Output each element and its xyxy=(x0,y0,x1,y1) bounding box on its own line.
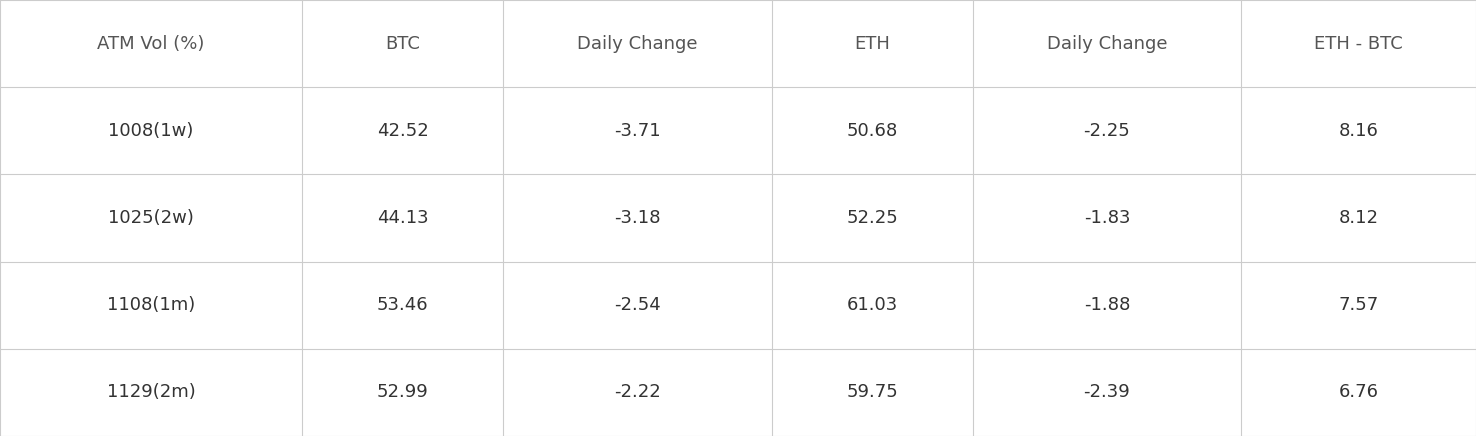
Text: BTC: BTC xyxy=(385,34,421,53)
Text: Daily Change: Daily Change xyxy=(577,34,698,53)
Text: 52.99: 52.99 xyxy=(376,383,428,402)
Text: 1129(2m): 1129(2m) xyxy=(106,383,195,402)
Text: -2.22: -2.22 xyxy=(614,383,661,402)
Text: ATM Vol (%): ATM Vol (%) xyxy=(97,34,205,53)
Text: -1.83: -1.83 xyxy=(1083,209,1131,227)
Text: -2.39: -2.39 xyxy=(1083,383,1131,402)
Text: 61.03: 61.03 xyxy=(847,296,897,314)
Text: 52.25: 52.25 xyxy=(846,209,897,227)
Text: 44.13: 44.13 xyxy=(376,209,428,227)
Text: 7.57: 7.57 xyxy=(1339,296,1379,314)
Text: 1108(1m): 1108(1m) xyxy=(106,296,195,314)
Text: -2.25: -2.25 xyxy=(1083,122,1131,140)
Text: 50.68: 50.68 xyxy=(847,122,897,140)
Text: 6.76: 6.76 xyxy=(1339,383,1379,402)
Text: ETH - BTC: ETH - BTC xyxy=(1314,34,1404,53)
Text: Daily Change: Daily Change xyxy=(1046,34,1168,53)
Text: -3.71: -3.71 xyxy=(614,122,661,140)
Text: 42.52: 42.52 xyxy=(376,122,428,140)
Text: -1.88: -1.88 xyxy=(1083,296,1131,314)
Text: ETH: ETH xyxy=(855,34,890,53)
Text: -2.54: -2.54 xyxy=(614,296,661,314)
Text: 53.46: 53.46 xyxy=(376,296,428,314)
Text: 59.75: 59.75 xyxy=(846,383,897,402)
Text: 1008(1w): 1008(1w) xyxy=(108,122,193,140)
Text: -3.18: -3.18 xyxy=(614,209,661,227)
Text: 1025(2w): 1025(2w) xyxy=(108,209,193,227)
Text: 8.16: 8.16 xyxy=(1339,122,1379,140)
Text: 8.12: 8.12 xyxy=(1339,209,1379,227)
